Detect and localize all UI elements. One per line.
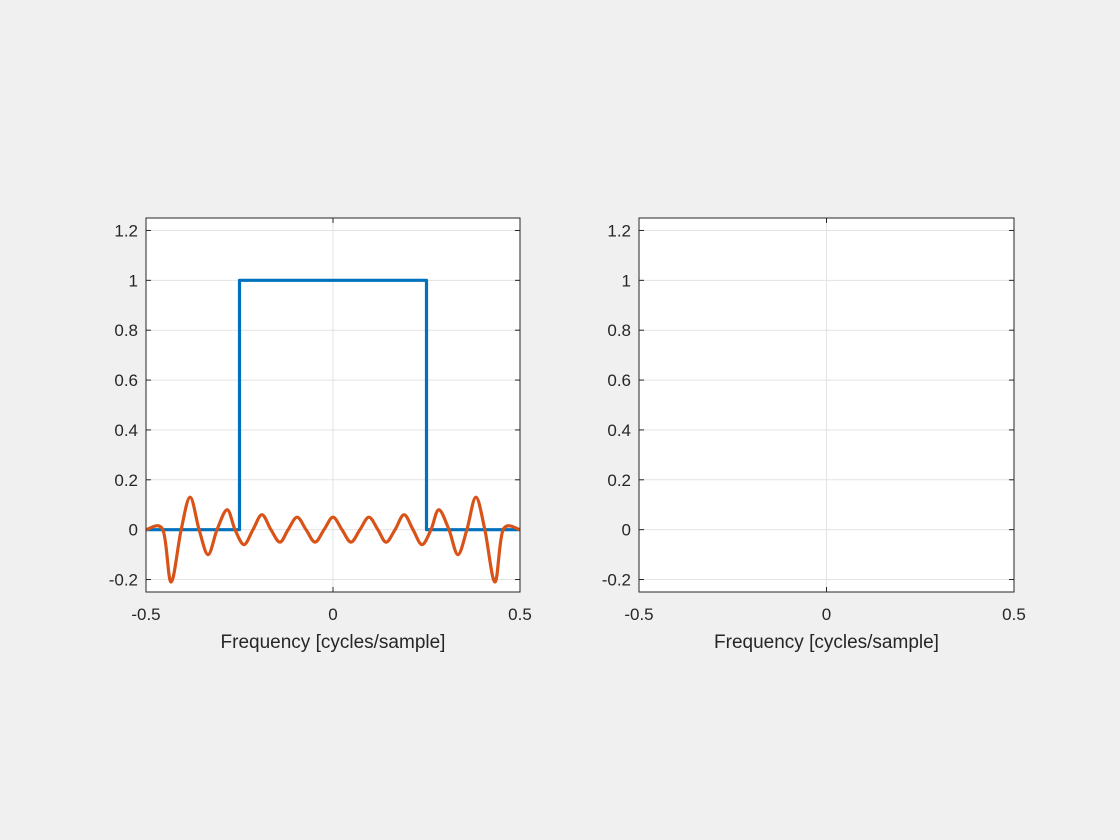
x-tick-label: -0.5	[624, 605, 653, 624]
y-tick-label: 1.2	[114, 221, 138, 240]
x-tick-label: 0.5	[508, 605, 532, 624]
y-tick-label: 1.2	[607, 221, 631, 240]
y-tick-label: 0.2	[607, 471, 631, 490]
data-line	[145, 495, 521, 584]
x-tick-label: -0.5	[131, 605, 160, 624]
y-tick-label: 0.6	[607, 371, 631, 390]
x-tick-label: 0	[822, 605, 831, 624]
y-tick-label: 1	[129, 271, 138, 290]
y-tick-label: 1	[622, 271, 631, 290]
axes-box	[145, 217, 521, 593]
x-axis-label: Frequency [cycles/sample]	[714, 632, 939, 653]
data-line	[146, 278, 520, 532]
y-tick-label: 0	[129, 521, 138, 540]
y-tick-label: 0.8	[607, 321, 631, 340]
y-tick-label: 0.4	[114, 421, 138, 440]
x-tick-label: 0.5	[1002, 605, 1026, 624]
y-tick-label: -0.2	[602, 571, 631, 590]
y-tick-label: 0.4	[607, 421, 631, 440]
y-tick-label: -0.2	[109, 571, 138, 590]
y-tick-label: 0.2	[114, 471, 138, 490]
x-tick-label: 0	[328, 605, 337, 624]
axes-box	[638, 217, 1015, 593]
y-tick-label: 0	[622, 521, 631, 540]
y-tick-label: 0.8	[114, 321, 138, 340]
x-axis-label: Frequency [cycles/sample]	[221, 632, 446, 653]
y-tick-label: 0.6	[114, 371, 138, 390]
